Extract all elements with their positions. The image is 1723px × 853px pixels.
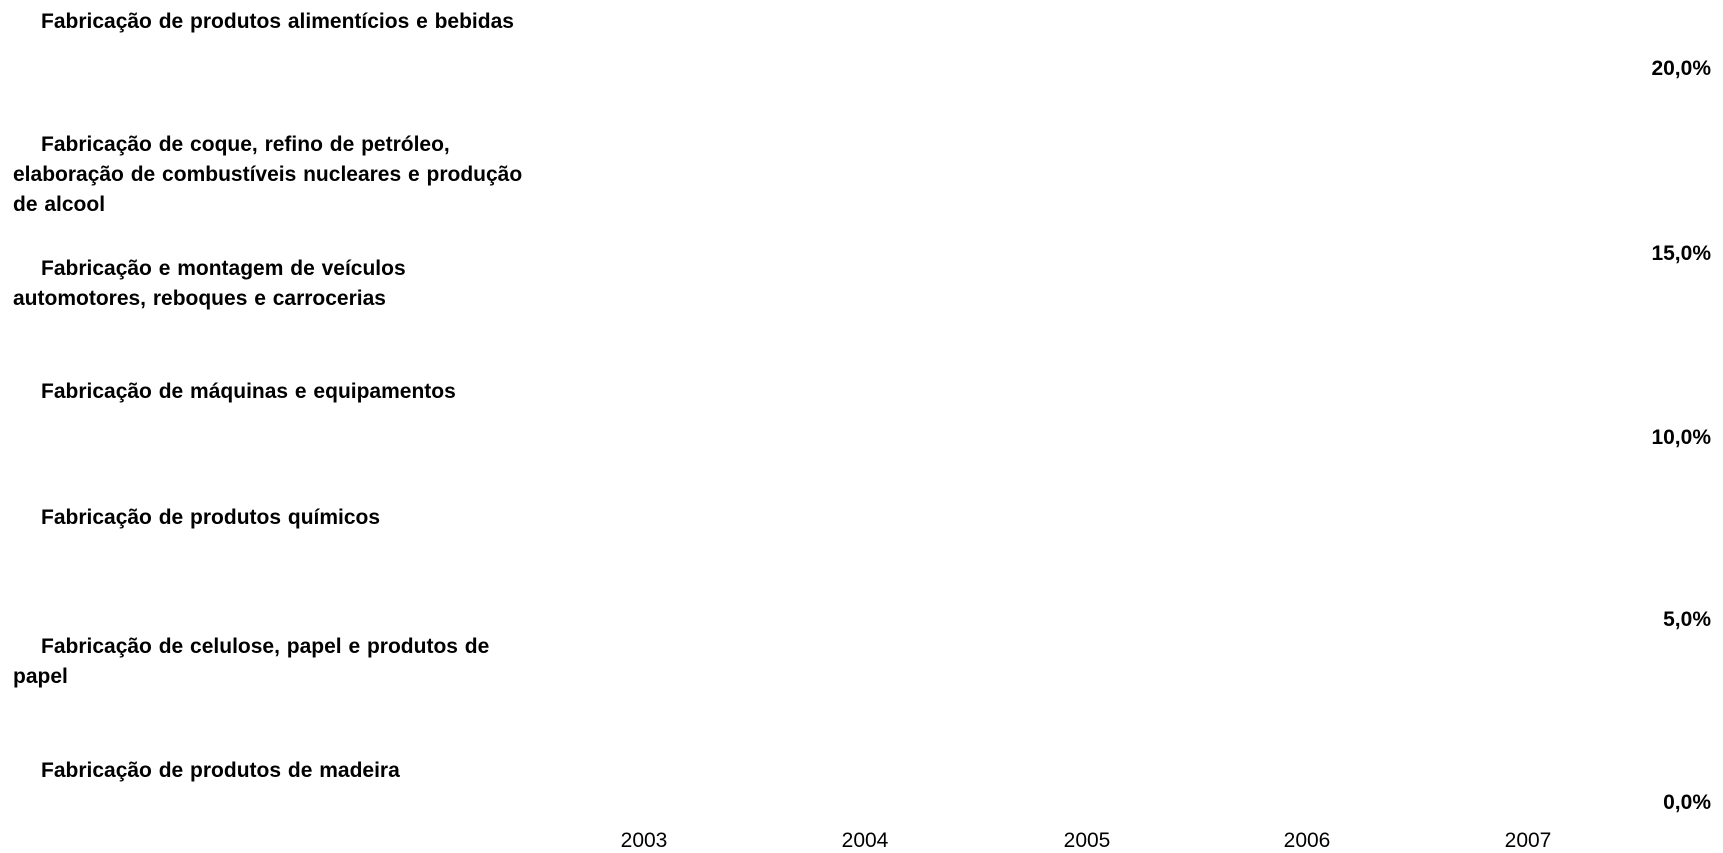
legend-item-veiculos: Fabricação e montagem de veículos automo… — [13, 257, 406, 310]
y-tick-label: 10,0% — [1651, 426, 1711, 449]
y-tick-label: 15,0% — [1651, 242, 1711, 265]
legend-item-alimenticios: Fabricação de produtos alimentícios e be… — [41, 10, 514, 33]
legend-item-celulose-papel: Fabricação de celulose, papel e produtos… — [13, 635, 490, 688]
x-tick-label: 2004 — [841, 829, 889, 852]
y-tick-label: 5,0% — [1663, 608, 1711, 631]
legend-item-quimicos: Fabricação de produtos químicos — [41, 506, 381, 529]
plot-area — [544, 70, 1644, 803]
legend-item-maquinas: Fabricação de máquinas e equipamentos — [41, 380, 456, 403]
x-tick-label: 2007 — [1504, 829, 1552, 852]
legend-item-madeira: Fabricação de produtos de madeira — [41, 759, 400, 782]
y-tick-label: 20,0% — [1651, 57, 1711, 80]
y-tick-label: 0,0% — [1663, 791, 1711, 814]
x-tick-label: 2005 — [1063, 829, 1111, 852]
x-tick-label: 2006 — [1283, 829, 1331, 852]
legend-item-coque-petroleo: Fabricação de coque, refino de petróleo,… — [13, 133, 523, 216]
x-tick-label: 2003 — [620, 829, 668, 852]
